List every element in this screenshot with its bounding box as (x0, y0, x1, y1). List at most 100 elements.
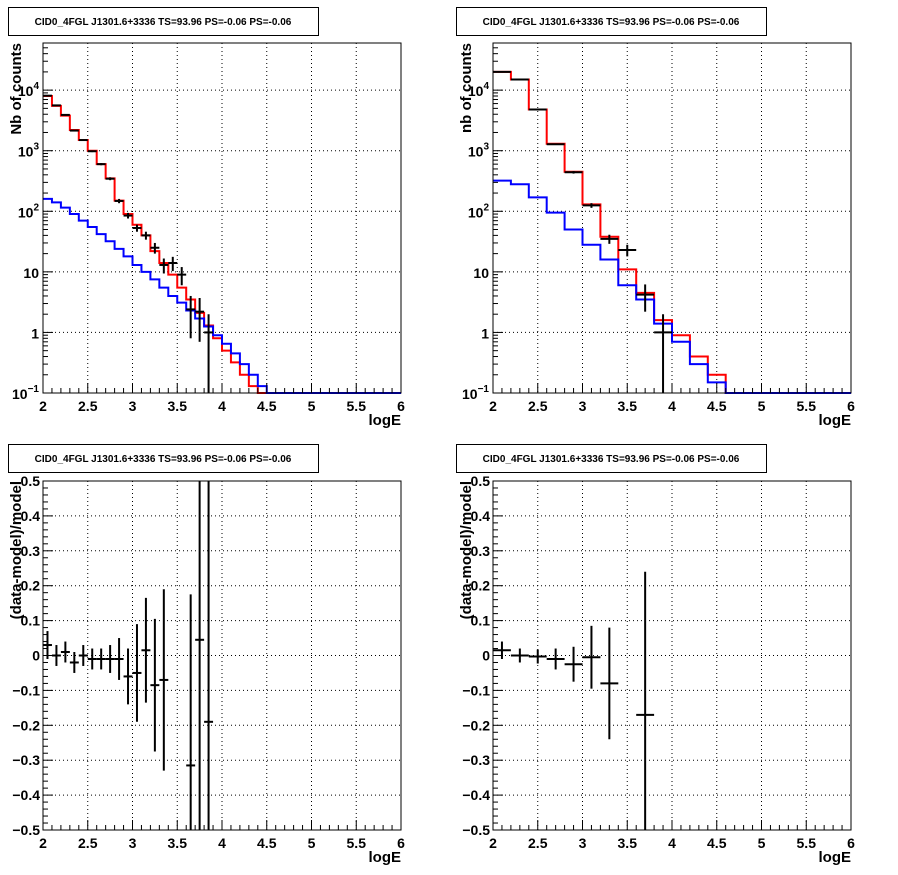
y-tick-label: 0.3 (21, 543, 41, 559)
y-axis-label: Nb of counts (8, 43, 25, 135)
x-tick-label: 4.5 (257, 398, 277, 414)
x-tick-label: 3.5 (168, 398, 188, 414)
x-tick-label: 6 (847, 835, 855, 851)
y-tick-label: −0.1 (12, 682, 40, 698)
y-tick-label: 102 (468, 202, 490, 220)
data-point (60, 113, 70, 116)
data-point (159, 589, 169, 771)
x-tick-label: 3 (579, 835, 587, 851)
x-tick-label: 4.5 (257, 835, 277, 851)
y-tick-base: 10 (468, 204, 484, 220)
data-point (51, 104, 61, 107)
data-point (510, 648, 529, 663)
x-tick-label: 4.5 (707, 835, 727, 851)
y-tick-label: −0.5 (12, 822, 40, 838)
data-point (600, 234, 619, 244)
x-tick-label: 4 (668, 398, 676, 414)
x-tick-label: 5 (308, 398, 316, 414)
y-tick-exponent: 4 (483, 81, 489, 92)
data-point (78, 139, 88, 142)
x-tick-label: 5 (758, 398, 766, 414)
data-point (87, 150, 97, 153)
x-tick-label: 3.5 (168, 835, 188, 851)
y-tick-label: 0.3 (471, 543, 491, 559)
x-tick-label: 6 (397, 835, 405, 851)
y-tick-label: −0.5 (462, 822, 490, 838)
data-point (195, 481, 205, 830)
data-point (636, 284, 655, 312)
y-tick-label: 10−1 (462, 384, 489, 402)
y-tick-label: −0.4 (462, 787, 490, 803)
y-tick-base: 1 (31, 325, 39, 341)
x-tick-label: 2 (39, 835, 47, 851)
y-tick-label: 0.1 (21, 613, 41, 629)
x-axis-label: logE (369, 849, 402, 866)
y-tick-label: 10 (473, 265, 489, 281)
data-point (177, 267, 187, 286)
data-point (141, 597, 151, 703)
y-tick-label: 0.1 (471, 613, 491, 629)
y-tick-label: 0 (32, 648, 40, 664)
data-point (636, 571, 655, 830)
y-tick-exponent: −1 (28, 384, 40, 395)
data-point (582, 625, 601, 689)
chart-title: CID0_4FGL J1301.6+3336 TS=93.96 PS=-0.06… (483, 17, 740, 28)
chart-panel-4: CID0_4FGL J1301.6+3336 TS=93.96 PS=-0.06… (456, 444, 855, 866)
data-point (132, 224, 142, 232)
y-tick-label: 0.2 (471, 578, 491, 594)
x-tick-label: 2.5 (78, 398, 98, 414)
y-axis: −0.5 −0.4 −0.3 −0.2 −0.1 0 0.1 0.2 0.3 0.4 0.5 (462, 473, 503, 838)
y-tick-label: 10 (23, 265, 39, 281)
x-tick-label: 5.5 (347, 835, 367, 851)
y-tick-base: 10 (468, 83, 484, 99)
x-tick-label: 6 (397, 398, 405, 414)
data-point (114, 638, 124, 680)
data-point (186, 594, 196, 830)
x-axis-label: logE (369, 412, 402, 429)
data-point (564, 646, 583, 682)
x-tick-label: 5.5 (797, 398, 817, 414)
data-point (96, 163, 106, 166)
y-tick-label: −0.3 (12, 752, 40, 768)
data-point (150, 618, 160, 752)
data-point (132, 624, 142, 722)
chart-title: CID0_4FGL J1301.6+3336 TS=93.96 PS=-0.06… (35, 454, 292, 465)
data-point (69, 652, 79, 673)
data-point (123, 212, 133, 219)
data-point (546, 143, 565, 146)
x-axis: 2 2.5 3 3.5 4 4.5 5 5.5 6 (489, 383, 855, 414)
x-tick-label: 3.5 (618, 835, 638, 851)
y-axis-label: nb of counts (458, 43, 475, 133)
grid (43, 481, 401, 830)
data-point (78, 645, 88, 666)
x-tick-label: 2.5 (78, 835, 98, 851)
data-point (159, 258, 169, 274)
x-tick-label: 2 (489, 398, 497, 414)
y-tick-exponent: 2 (33, 202, 39, 213)
y-tick-base: 10 (18, 83, 34, 99)
chart-panel-1: CID0_4FGL J1301.6+3336 TS=93.96 PS=-0.06… (8, 7, 405, 429)
data-point (204, 481, 214, 830)
y-tick-label: 1 (31, 325, 39, 341)
title-box (8, 7, 319, 36)
data-point (168, 256, 178, 272)
x-tick-label: 2 (39, 398, 47, 414)
data-point (600, 627, 619, 740)
y-tick-exponent: 3 (33, 142, 39, 153)
data-point (114, 198, 124, 204)
title-box (456, 444, 767, 473)
data-point (51, 645, 61, 666)
data-point (564, 171, 583, 174)
data-point (528, 108, 547, 111)
y-tick-label: 104 (18, 81, 40, 99)
data-point (582, 203, 601, 208)
title-box (8, 444, 319, 473)
x-tick-label: 5.5 (797, 835, 817, 851)
chart-title: CID0_4FGL J1301.6+3336 TS=93.96 PS=-0.06… (35, 17, 292, 28)
y-tick-label: 103 (468, 142, 490, 160)
chart-title: CID0_4FGL J1301.6+3336 TS=93.96 PS=-0.06… (483, 454, 740, 465)
y-tick-exponent: 4 (33, 81, 39, 92)
x-tick-label: 6 (847, 398, 855, 414)
data-point (654, 314, 672, 393)
